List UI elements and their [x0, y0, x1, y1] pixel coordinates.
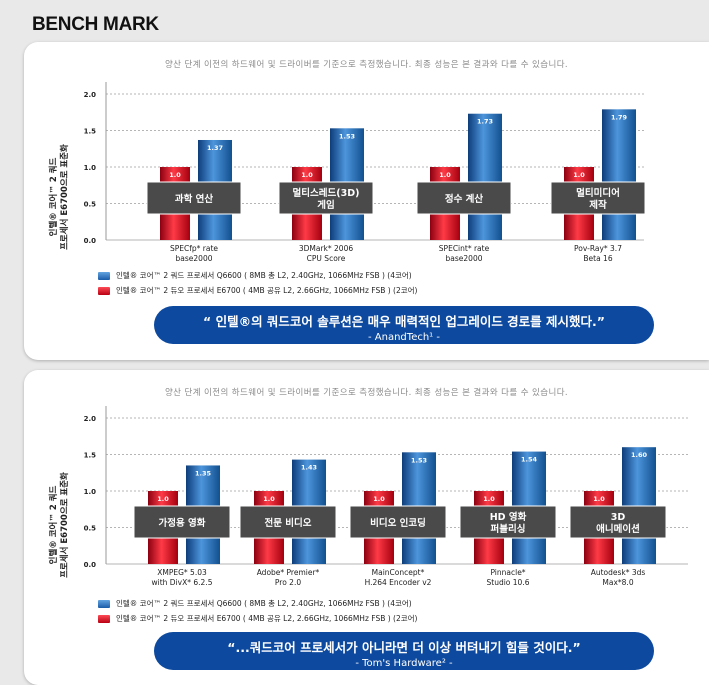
x-tick-label: Pinnacle*: [490, 568, 525, 577]
bar-value-label: 1.0: [263, 495, 275, 503]
y-tick-label: 0.5: [84, 525, 97, 533]
x-tick-label: Autodesk* 3ds: [591, 568, 646, 577]
legend-swatch-red: [98, 286, 110, 295]
bar-value-label: 1.54: [521, 456, 538, 464]
bar-value-label: 1.35: [195, 469, 212, 477]
quote-text: “ 인텔®의 쿼드코어 솔루션은 매우 매력적인 업그레이드 경로를 제시했다.…: [203, 314, 605, 329]
bar-value-label: 1.0: [483, 495, 495, 503]
y-tick-label: 2.0: [84, 91, 97, 99]
bar-value-label: 1.0: [169, 171, 181, 179]
y-tick-label: 1.5: [84, 452, 97, 460]
bar-q6600: [468, 113, 502, 240]
y-tick-label: 0.0: [84, 237, 97, 245]
category-label: HD 영화: [490, 511, 527, 523]
quote-source: - Tom's Hardware² -: [355, 658, 453, 669]
bar-value-label: 1.79: [611, 113, 628, 121]
bar-value-label: 1.0: [373, 495, 385, 503]
x-tick-label: Pro 2.0: [275, 578, 301, 587]
category-label: 퍼블리싱: [491, 523, 526, 535]
y-tick-label: 0.5: [84, 201, 97, 209]
bar-value-label: 1.73: [477, 118, 493, 126]
category-box: [278, 181, 374, 215]
bar-value-label: 1.0: [157, 495, 169, 503]
quote-source: - AnandTech¹ -: [368, 332, 440, 343]
category-label: 멀티스레드(3D): [293, 187, 360, 199]
legend-item-e6700: 인텔® 코어™ 2 듀오 프로세서 E6700 ( 4MB 공유 L2, 2.6…: [98, 283, 417, 298]
category-label: 멀티미디어: [576, 187, 620, 199]
y-tick-label: 1.0: [84, 164, 97, 172]
bar-q6600: [602, 109, 636, 240]
quote-banner: “ 인텔®의 쿼드코어 솔루션은 매우 매력적인 업그레이드 경로를 제시했다.…: [154, 306, 654, 344]
category-box: [459, 505, 557, 539]
category-label: 전문 비디오: [264, 517, 311, 529]
measurement-note: 양산 단계 이전의 하드웨어 및 드라이버를 기준으로 측정했습니다. 최종 성…: [164, 388, 569, 398]
x-tick-label: base2000: [446, 254, 483, 263]
x-tick-label: base2000: [176, 254, 213, 263]
bar-value-label: 1.53: [411, 456, 427, 464]
category-label: 제작: [589, 199, 607, 211]
chart-legend: 인텔® 코어™ 2 쿼드 프로세서 Q6600 ( 8MB 총 L2, 2.40…: [98, 596, 417, 626]
page-title: BENCH MARK: [32, 14, 159, 35]
bar-value-label: 1.43: [301, 464, 317, 472]
x-tick-label: 3DMark* 2006: [299, 244, 353, 253]
category-box: [133, 505, 231, 539]
category-label: 게임: [317, 199, 334, 211]
benchmark-panel-1: 양산 단계 이전의 하드웨어 및 드라이버를 기준으로 측정했습니다. 최종 성…: [24, 42, 709, 360]
x-tick-label: H.264 Encoder v2: [365, 578, 432, 587]
legend-item-q6600: 인텔® 코어™ 2 쿼드 프로세서 Q6600 ( 8MB 총 L2, 2.40…: [98, 596, 417, 611]
category-label: 애니메이션: [596, 523, 640, 535]
x-tick-label: Beta 16: [583, 254, 612, 263]
bar-value-label: 1.0: [439, 171, 451, 179]
category-box: [550, 181, 646, 215]
category-box: [146, 181, 242, 215]
chart-legend: 인텔® 코어™ 2 쿼드 프로세서 Q6600 ( 8MB 총 L2, 2.40…: [98, 268, 417, 298]
x-tick-label: Max*8.0: [602, 578, 633, 587]
category-label: 3D: [611, 512, 626, 523]
category-box: [239, 505, 337, 539]
legend-swatch-blue: [98, 599, 110, 608]
y-tick-label: 1.0: [84, 488, 97, 496]
bar-value-label: 1.37: [207, 144, 223, 152]
x-tick-label: SPECfp* rate: [170, 244, 218, 253]
bar-value-label: 1.53: [339, 132, 355, 140]
x-tick-label: XMPEG* 5.03: [157, 568, 207, 577]
bar-value-label: 1.60: [631, 451, 648, 459]
legend-swatch-red: [98, 614, 110, 623]
category-box: [569, 505, 667, 539]
bar-chart-2: 0.0 0.5 1.0 1.5 2.0 1.0 1.35 가정용 영화 XMPEG* 5.03w…: [84, 406, 688, 587]
y-tick-label: 0.0: [84, 561, 97, 569]
category-label: 정수 계산: [445, 193, 484, 205]
x-tick-label: MainConcept*: [372, 568, 425, 577]
x-tick-label: Studio 10.6: [487, 578, 530, 587]
category-box: [349, 505, 447, 539]
x-tick-label: Pov-Ray* 3.7: [574, 244, 622, 253]
category-label: 비디오 인코딩: [370, 517, 426, 529]
category-label: 가정용 영화: [158, 517, 205, 529]
legend-item-q6600: 인텔® 코어™ 2 쿼드 프로세서 Q6600 ( 8MB 총 L2, 2.40…: [98, 268, 417, 283]
bar-value-label: 1.0: [573, 171, 585, 179]
x-tick-label: with DivX* 6.2.5: [152, 578, 213, 587]
benchmark-panel-2: 양산 단계 이전의 하드웨어 및 드라이버를 기준으로 측정했습니다. 최종 성…: [24, 370, 709, 685]
x-tick-label: CPU Score: [307, 254, 346, 263]
bar-value-label: 1.0: [593, 495, 605, 503]
x-tick-label: Adobe* Premier*: [257, 568, 320, 577]
quote-text: “...쿼드코어 프로세서가 아니라면 더 이상 버텨내기 힘들 것이다.”: [227, 640, 581, 655]
category-label: 과학 연산: [175, 193, 214, 205]
x-tick-label: SPECint* rate: [439, 244, 490, 253]
legend-swatch-blue: [98, 271, 110, 280]
measurement-note: 양산 단계 이전의 하드웨어 및 드라이버를 기준으로 측정했습니다. 최종 성…: [164, 60, 569, 70]
category-box: [416, 181, 512, 215]
legend-item-e6700: 인텔® 코어™ 2 듀오 프로세서 E6700 ( 4MB 공유 L2, 2.6…: [98, 611, 417, 626]
quote-banner: “...쿼드코어 프로세서가 아니라면 더 이상 버텨내기 힘들 것이다.” -…: [154, 632, 654, 670]
y-tick-label: 1.5: [84, 128, 97, 136]
bar-value-label: 1.0: [301, 171, 313, 179]
y-tick-label: 2.0: [84, 415, 97, 423]
